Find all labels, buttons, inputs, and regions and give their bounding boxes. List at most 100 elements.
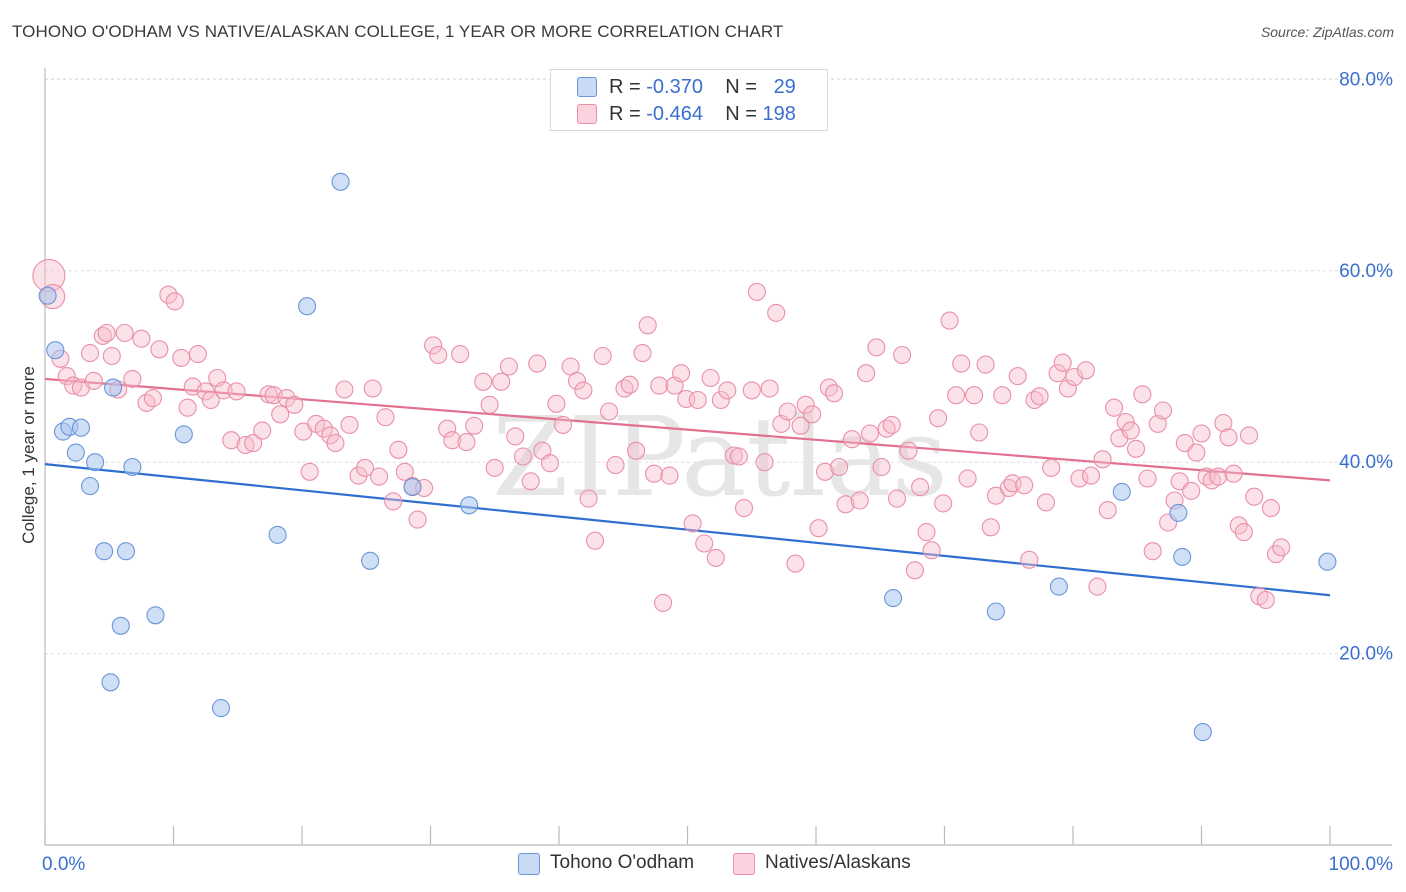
natives-point xyxy=(259,385,278,404)
legend-r-value-natives: -0.464 xyxy=(646,102,703,125)
natives-point xyxy=(1058,379,1077,398)
watermark: ZIPatlas xyxy=(492,393,948,521)
natives-point xyxy=(767,303,786,322)
tohono-point xyxy=(986,602,1005,621)
natives-point xyxy=(747,282,766,301)
natives-point xyxy=(1126,439,1146,458)
natives-point xyxy=(706,548,725,567)
natives-point xyxy=(911,478,930,497)
natives-point xyxy=(457,433,476,452)
natives-point xyxy=(1003,474,1022,493)
tohono-point xyxy=(298,297,317,316)
natives-point xyxy=(711,390,730,410)
natives-point xyxy=(1133,385,1152,404)
natives-point xyxy=(567,371,587,390)
legend-n-label: N = xyxy=(725,75,757,98)
legend-swatch-tohono xyxy=(518,853,540,875)
tohono-point xyxy=(66,443,85,462)
natives-point xyxy=(650,376,669,395)
natives-point xyxy=(480,395,499,414)
tohono-point xyxy=(46,341,65,360)
legend-label-tohono: Tohono O'odham xyxy=(550,852,695,873)
legend-n-label: N = xyxy=(725,102,757,125)
natives-point xyxy=(143,389,162,408)
natives-point xyxy=(492,372,511,391)
x-tick-label: 0.0% xyxy=(42,854,85,875)
natives-point xyxy=(84,371,103,390)
natives-point xyxy=(340,415,359,434)
natives-point xyxy=(159,285,178,304)
natives-point xyxy=(1116,412,1135,432)
tohono-point xyxy=(1318,552,1337,571)
natives-point xyxy=(836,495,855,514)
natives-point xyxy=(857,364,876,383)
natives-point xyxy=(899,441,918,460)
natives-point xyxy=(940,311,959,330)
tick-labels: 20.0% 40.0% 60.0% 80.0% 0.0% 100.0% xyxy=(42,69,1393,875)
natives-point xyxy=(778,402,797,421)
natives-point xyxy=(803,405,822,424)
legend-n-value-natives: 198 xyxy=(762,102,796,125)
natives-point xyxy=(1065,367,1084,387)
tohono-point xyxy=(116,542,136,561)
natives-point xyxy=(742,381,761,400)
y-tick-label: 40.0% xyxy=(1339,452,1393,473)
natives-point xyxy=(633,344,652,363)
natives-point xyxy=(574,381,593,400)
natives-point xyxy=(593,346,612,366)
tohono-point xyxy=(1112,482,1131,501)
natives-point xyxy=(830,457,849,477)
natives-point xyxy=(929,409,948,428)
natives-point xyxy=(300,462,319,481)
y-tick-label: 20.0% xyxy=(1339,644,1393,665)
legend-n-value-tohono: 29 xyxy=(773,75,796,98)
tohono-point xyxy=(95,542,114,561)
y-tick-label: 80.0% xyxy=(1339,69,1393,90)
natives-point xyxy=(819,378,838,397)
natives-point xyxy=(724,446,743,465)
tohono-point xyxy=(268,525,287,544)
tohono-point xyxy=(101,673,120,692)
natives-point xyxy=(214,381,233,400)
natives-point xyxy=(1076,361,1095,380)
natives-point xyxy=(579,489,598,508)
legend-swatch-natives xyxy=(733,853,755,875)
natives-point xyxy=(285,395,304,414)
natives-point xyxy=(424,336,443,355)
tohono-point xyxy=(211,699,231,718)
natives-point xyxy=(506,427,525,446)
legend-r-label: R = xyxy=(609,102,641,125)
natives-point xyxy=(355,458,375,477)
natives-point xyxy=(842,430,862,449)
tohono-point xyxy=(403,478,422,497)
natives-point xyxy=(326,434,345,453)
chart-title: TOHONO O'ODHAM VS NATIVE/ALASKAN COLLEGE… xyxy=(12,22,784,41)
natives-point xyxy=(683,514,702,533)
natives-point xyxy=(1105,398,1124,417)
natives-point xyxy=(165,292,184,311)
source-label: Source: ZipAtlas.com xyxy=(1260,24,1394,40)
natives-point xyxy=(528,354,547,373)
tohono-point xyxy=(71,418,91,437)
natives-point xyxy=(1192,424,1211,443)
tohono-point xyxy=(1049,577,1068,596)
natives-trend-line xyxy=(44,377,1331,482)
natives-point xyxy=(1036,493,1056,512)
natives-point xyxy=(809,519,828,538)
natives-point xyxy=(1182,481,1201,500)
natives-point xyxy=(620,375,639,394)
natives-point xyxy=(1153,401,1173,420)
natives-point xyxy=(1214,413,1233,433)
natives-point xyxy=(905,561,924,580)
natives-point xyxy=(123,369,142,388)
natives-point xyxy=(370,467,389,486)
legend-swatch-tohono xyxy=(577,77,597,97)
natives-point xyxy=(760,379,779,398)
natives-point xyxy=(97,323,116,343)
natives-point xyxy=(349,466,368,485)
natives-point xyxy=(882,415,901,434)
natives-point xyxy=(451,345,470,364)
natives-point xyxy=(1219,428,1238,447)
natives-point xyxy=(335,380,354,399)
legend-swatch-natives xyxy=(577,104,597,124)
